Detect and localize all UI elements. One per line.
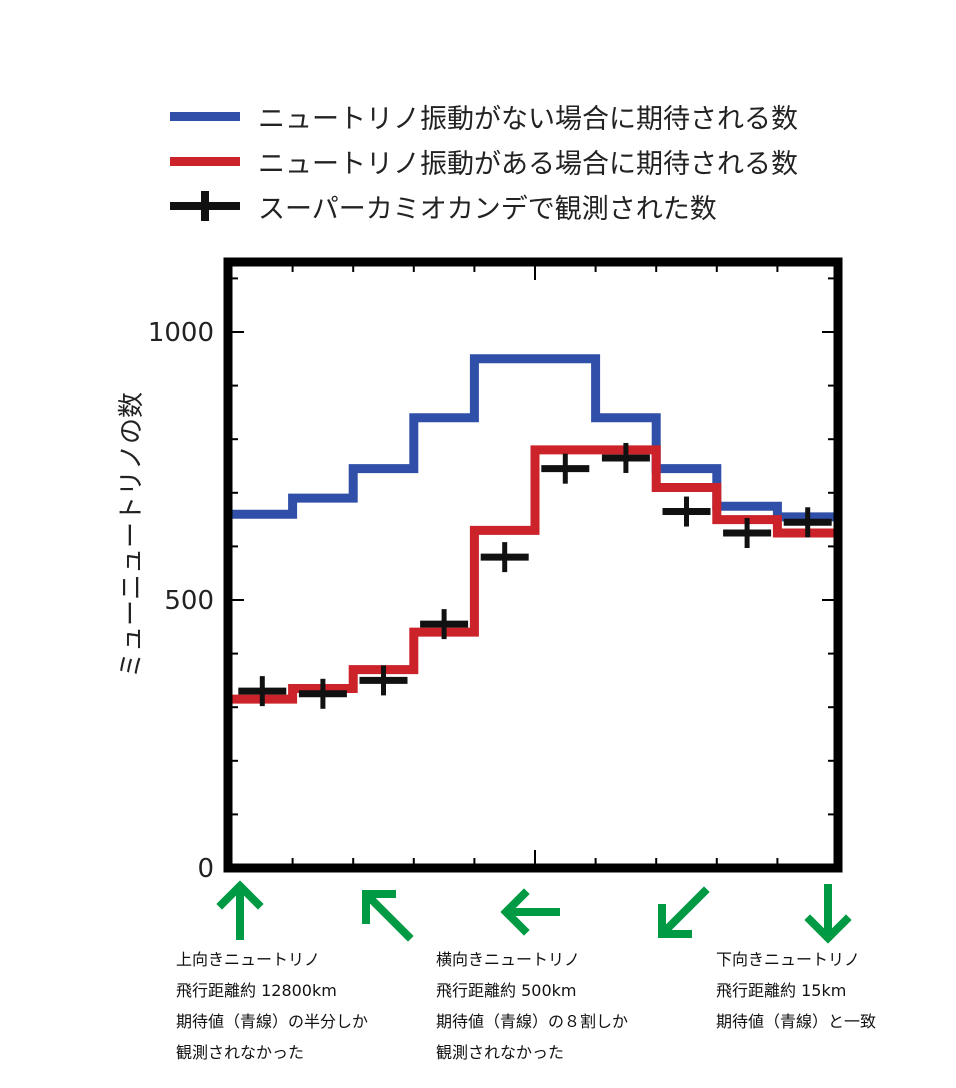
arrow-down-left-icon xyxy=(658,886,710,938)
caption-downward: 下向きニュートリノ 飛行距離約 15km 期待値（青線）と一致 xyxy=(716,944,876,1037)
y-tick-label: 1000 xyxy=(148,318,214,348)
caption-line: 観測されなかった xyxy=(436,1043,565,1062)
legend-swatch-blue xyxy=(170,96,240,136)
series-1-step-line xyxy=(232,445,838,704)
arrow-up-icon xyxy=(216,880,264,940)
arrow-left-icon xyxy=(500,888,560,936)
blue-line-icon xyxy=(170,112,240,121)
caption-upward: 上向きニュートリノ 飛行距離約 12800km 期待値（青線）の半分しか 観測さ… xyxy=(176,944,368,1068)
plot-frame xyxy=(223,257,843,873)
legend-item-with-oscillation: ニュートリノ振動がある場合に期待される数 xyxy=(170,141,798,181)
cross-marker-icon-vertical xyxy=(201,191,209,221)
caption-line: 横向きニュートリノ xyxy=(436,950,581,969)
caption-line: 期待値（青線）の８割しか xyxy=(436,1012,629,1031)
caption-line: 期待値（青線）の半分しか xyxy=(176,1012,369,1031)
legend-item-no-oscillation: ニュートリノ振動がない場合に期待される数 xyxy=(170,96,798,136)
caption-horizontal: 横向きニュートリノ 飛行距離約 500km 期待値（青線）の８割しか 観測されな… xyxy=(436,944,628,1068)
y-tick-label: 500 xyxy=(164,586,214,616)
caption-line: 飛行距離約 15km xyxy=(716,981,847,1000)
caption-line: 上向きニュートリノ xyxy=(176,950,321,969)
legend-label: ニュートリノ振動がない場合に期待される数 xyxy=(258,103,798,135)
red-line-icon xyxy=(170,157,240,166)
legend-item-observed: スーパーカミオカンデで観測された数 xyxy=(170,186,717,226)
legend-swatch-cross xyxy=(170,186,240,226)
legend: ニュートリノ振動がない場合に期待される数 ニュートリノ振動がある場合に期待される… xyxy=(170,96,870,226)
legend-label: スーパーカミオカンデで観測された数 xyxy=(258,193,717,225)
legend-swatch-red xyxy=(170,141,240,181)
caption-line: 下向きニュートリノ xyxy=(716,950,861,969)
y-tick-label: 0 xyxy=(197,854,214,884)
caption-line: 期待値（青線）と一致 xyxy=(716,1012,877,1031)
arrow-down-icon xyxy=(804,884,852,944)
legend-label: ニュートリノ振動がある場合に期待される数 xyxy=(258,148,798,180)
caption-line: 観測されなかった xyxy=(176,1043,305,1062)
caption-line: 飛行距離約 500km xyxy=(436,981,577,1000)
y-axis-label: ミューニュートリノの数 xyxy=(117,392,147,678)
caption-line: 飛行距離約 12800km xyxy=(176,981,337,1000)
arrow-up-left-icon xyxy=(362,890,414,942)
